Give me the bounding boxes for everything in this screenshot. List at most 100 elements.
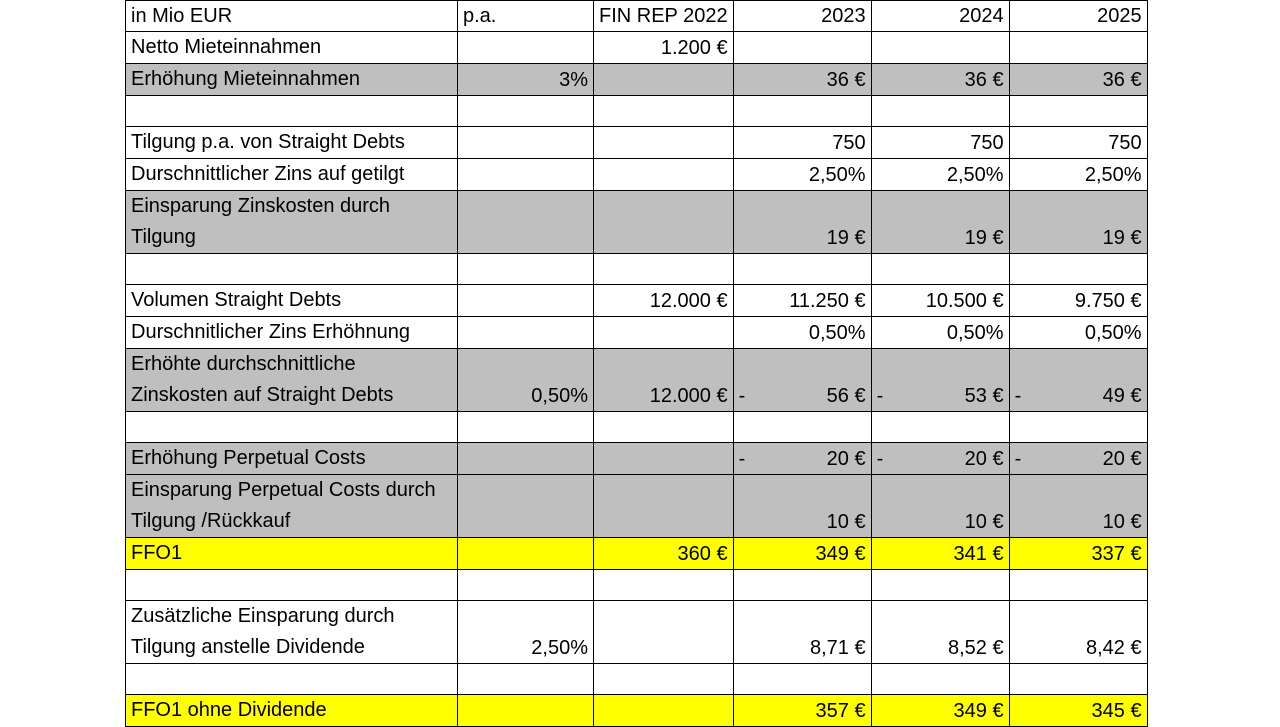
empty-cell[interactable] [593,411,734,443]
cell-base[interactable] [593,63,734,96]
cell-2024[interactable]: 36 € [870,63,1010,96]
row-label[interactable]: Erhöhung Mieteinnahmen [125,63,458,96]
cell-2025[interactable]: 337 € [1008,537,1148,570]
cell-2025[interactable]: 19 € [1008,190,1148,254]
cell-2025[interactable]: 9.750 € [1008,284,1148,317]
cell-2023[interactable]: - 20 € [732,442,872,475]
cell-rate[interactable] [457,694,594,727]
cell-base[interactable]: 1.200 € [593,31,734,64]
empty-cell[interactable] [732,253,872,285]
row-label[interactable]: Netto Mieteinnahmen [125,31,458,64]
cell-2025[interactable]: 8,42 € [1008,600,1148,664]
empty-cell[interactable] [870,253,1010,285]
empty-cell[interactable] [125,411,458,443]
cell-rate[interactable]: 3% [457,63,594,96]
cell-rate[interactable] [457,126,594,159]
empty-cell[interactable] [1008,95,1148,127]
empty-cell[interactable] [732,95,872,127]
empty-cell[interactable] [125,253,458,285]
cell-2023[interactable]: 750 [732,126,872,159]
empty-cell[interactable] [457,95,594,127]
cell-rate[interactable] [457,474,594,538]
empty-cell[interactable] [125,663,458,695]
cell-2023[interactable]: 357 € [732,694,872,727]
cell-2024[interactable]: 19 € [870,190,1010,254]
cell-2023[interactable]: 349 € [732,537,872,570]
cell-2025[interactable]: 2,50% [1008,158,1148,191]
empty-cell[interactable] [593,95,734,127]
cell-base[interactable] [593,600,734,664]
cell-base[interactable] [593,442,734,475]
row-label[interactable]: FFO1 [125,537,458,570]
empty-cell[interactable] [1008,569,1148,601]
empty-cell[interactable] [732,569,872,601]
empty-cell[interactable] [870,411,1010,443]
row-label[interactable]: Zusätzliche Einsparung durch Tilgung ans… [125,600,458,664]
empty-cell[interactable] [457,411,594,443]
cell-2023[interactable]: 0,50% [732,316,872,349]
cell-rate[interactable] [457,31,594,64]
cell-2023[interactable] [732,31,872,64]
cell-2025[interactable]: - 49 € [1008,348,1148,412]
empty-cell[interactable] [593,253,734,285]
row-label[interactable]: Durschnitlicher Zins Erhöhnung [125,316,458,349]
row-label[interactable]: Erhöhte durchschnittliche Zinskosten auf… [125,348,458,412]
empty-cell[interactable] [732,411,872,443]
cell-2025[interactable]: 36 € [1008,63,1148,96]
cell-2025[interactable]: 345 € [1008,694,1148,727]
cell-rate[interactable] [457,537,594,570]
cell-2024[interactable]: 349 € [870,694,1010,727]
empty-cell[interactable] [457,253,594,285]
cell-rate[interactable] [457,190,594,254]
cell-base[interactable] [593,158,734,191]
empty-cell[interactable] [457,663,594,695]
row-label[interactable]: Einsparung Zinskosten durch Tilgung [125,190,458,254]
row-label[interactable]: Volumen Straight Debts [125,284,458,317]
cell-2024[interactable]: 10.500 € [870,284,1010,317]
empty-cell[interactable] [125,95,458,127]
cell-base[interactable] [593,190,734,254]
row-label[interactable]: Einsparung Perpetual Costs durch Tilgung… [125,474,458,538]
cell-base[interactable]: 12.000 € [593,348,734,412]
cell-2023[interactable]: 10 € [732,474,872,538]
cell-2023[interactable]: 2,50% [732,158,872,191]
empty-cell[interactable] [870,95,1010,127]
header-base[interactable]: FIN REP 2022 [593,0,734,32]
empty-cell[interactable] [732,663,872,695]
empty-cell[interactable] [593,663,734,695]
cell-2023[interactable]: 36 € [732,63,872,96]
cell-base[interactable]: 12.000 € [593,284,734,317]
cell-base[interactable] [593,474,734,538]
cell-2023[interactable]: 19 € [732,190,872,254]
cell-2024[interactable]: 341 € [870,537,1010,570]
cell-2025[interactable]: - 20 € [1008,442,1148,475]
cell-rate[interactable] [457,158,594,191]
empty-cell[interactable] [457,569,594,601]
cell-2023[interactable]: 8,71 € [732,600,872,664]
empty-cell[interactable] [870,663,1010,695]
cell-2025[interactable]: 0,50% [1008,316,1148,349]
empty-cell[interactable] [1008,253,1148,285]
row-label[interactable]: Erhöhung Perpetual Costs [125,442,458,475]
header-rate[interactable]: p.a. [457,0,594,32]
empty-cell[interactable] [1008,411,1148,443]
cell-2025[interactable]: 750 [1008,126,1148,159]
row-label[interactable]: Tilgung p.a. von Straight Debts [125,126,458,159]
header-year-2025[interactable]: 2025 [1008,0,1148,32]
cell-rate[interactable]: 0,50% [457,348,594,412]
cell-base[interactable]: 360 € [593,537,734,570]
empty-cell[interactable] [1008,663,1148,695]
cell-rate[interactable] [457,284,594,317]
cell-2024[interactable]: 8,52 € [870,600,1010,664]
cell-2024[interactable]: - 20 € [870,442,1010,475]
cell-2024[interactable]: 10 € [870,474,1010,538]
cell-rate[interactable] [457,442,594,475]
cell-base[interactable] [593,694,734,727]
empty-cell[interactable] [125,569,458,601]
header-year-2023[interactable]: 2023 [732,0,872,32]
cell-2024[interactable]: 2,50% [870,158,1010,191]
header-unit[interactable]: in Mio EUR [125,0,458,32]
cell-2024[interactable]: 750 [870,126,1010,159]
cell-2024[interactable] [870,31,1010,64]
cell-2025[interactable]: 10 € [1008,474,1148,538]
